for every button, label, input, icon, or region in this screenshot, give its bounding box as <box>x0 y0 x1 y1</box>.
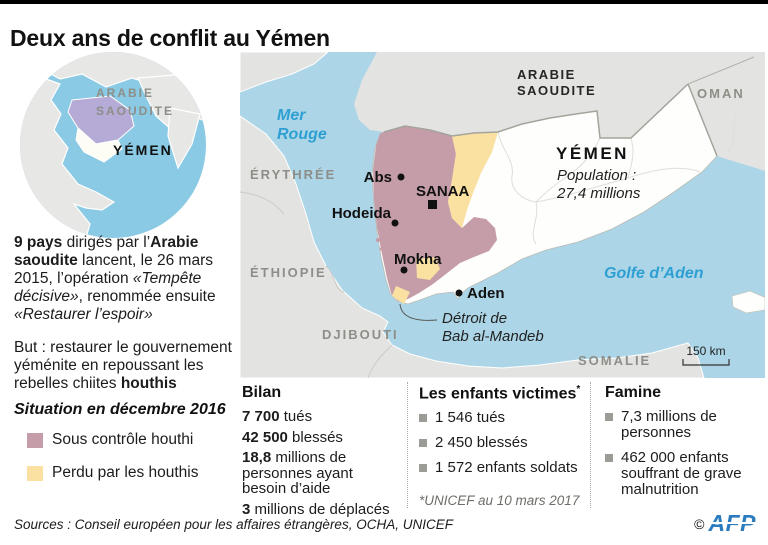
map-border-saudi-oman <box>687 56 755 85</box>
top-black-bar <box>0 0 768 4</box>
legend-swatch-yellow <box>27 465 43 481</box>
sanaa-capital-marker <box>428 200 437 209</box>
map-eritrea-label: ÉRYTHRÉE <box>250 167 336 182</box>
hodeida-city-label: Hodeida <box>332 205 392 222</box>
map-border-saudi-yemen <box>383 83 689 139</box>
sanaa-city-label: SANAA <box>416 183 470 200</box>
inset-saudi-label-line1: ARABIE <box>96 86 154 100</box>
legend-item-lost-by-houthis: Perdu par les houthis <box>27 464 234 482</box>
map-africa-land <box>240 115 705 378</box>
legend: Situation en décembre 2016 Sous contrôle… <box>14 401 234 497</box>
map-red-sea-label-line1: Mer <box>277 107 306 124</box>
map-saudi-label-line2: SAOUDITE <box>517 83 596 98</box>
legend-title: Situation en décembre 2016 <box>14 401 226 418</box>
map-djibouti-label: DJIBOUTI <box>322 327 399 342</box>
intro-paragraph-2: But : restaurer le gouvernement yéménite… <box>14 339 232 392</box>
map-saudi-label-line1: ARABIE <box>517 67 576 82</box>
map-houthi-region <box>373 126 497 301</box>
abs-city-marker <box>397 173 405 181</box>
map-socotra-island <box>731 290 765 314</box>
inset-yemen-region <box>75 127 123 163</box>
bilan-column: Bilan 7 700 tués 42 500 blessés 18,8 mil… <box>240 382 407 517</box>
map-population-line2: 27,4 millions <box>556 185 641 202</box>
statistics-row: Bilan 7 700 tués 42 500 blessés 18,8 mil… <box>240 382 768 517</box>
map-lost-region-band <box>448 132 498 228</box>
map-yemen-label: YÉMEN <box>556 144 629 163</box>
map-saudi-oman-land <box>354 52 765 171</box>
legend-item-houthi-control: Sous contrôle houthi <box>27 431 234 449</box>
aden-city-marker <box>455 289 463 297</box>
map-lost-region-mokha <box>416 257 440 280</box>
inset-saudi-label-line2: SAOUDITE <box>96 104 174 118</box>
bilan-item-blesses: 42 500 blessés <box>242 428 343 446</box>
strait-label-line2: Bab al-Mandeb <box>442 328 544 345</box>
inset-locator-map: ARABIE SAOUDITE YÉMEN <box>20 52 206 238</box>
map-border-oman-yemen <box>687 83 718 157</box>
famine-item-malnutrition: 462 000 enfants souffrant de grave malnu… <box>605 450 768 498</box>
afp-wordmark: AFP <box>708 510 756 536</box>
map-border-ethiopia-djibouti <box>325 265 345 293</box>
map-ethiopia-label: ÉTHIOPIE <box>250 265 327 280</box>
mokha-city-marker <box>400 266 408 274</box>
children-item-blesses: 2 450 blessés <box>419 435 586 451</box>
legend-label: Perdu par les houthis <box>52 464 199 481</box>
hodeida-city-marker <box>391 219 399 227</box>
aden-city-label: Aden <box>467 285 505 302</box>
famine-column: Famine 7,3 millions de personnes 462 000… <box>590 382 768 508</box>
bilan-title: Bilan <box>242 384 282 401</box>
bilan-item-tues: 7 700 tués <box>242 408 313 425</box>
children-item-soldats: 1 572 enfants soldats <box>419 460 586 476</box>
afp-logo: © AFP <box>694 512 756 535</box>
children-victims-column: Les enfants victimes* 1 546 tués 2 450 b… <box>407 382 590 508</box>
map-scale-label: 150 km <box>686 344 725 358</box>
map-scale-bar <box>682 359 730 366</box>
page-title: Deux ans de conflit au Yémen <box>10 25 330 52</box>
famine-title: Famine <box>605 384 662 401</box>
legend-label: Sous contrôle houthi <box>52 431 194 448</box>
map-oman-internal-border <box>727 109 739 153</box>
map-border-eritrea-ethiopia <box>240 191 285 215</box>
bilan-item-deplaces: 3 millions de déplacés <box>242 500 390 518</box>
strait-callout-line <box>399 303 438 321</box>
sources-line: Sources : Conseil européen pour les affa… <box>14 517 453 532</box>
copyright-symbol: © <box>694 515 705 532</box>
map-gulf-of-aden-label: Golfe d’Aden <box>604 265 704 282</box>
inset-yemen-label: YÉMEN <box>113 142 173 158</box>
map-yemen-internal-borders <box>497 131 701 245</box>
map-red-sea-islands <box>376 153 385 251</box>
famine-item-personnes: 7,3 millions de personnes <box>605 409 768 441</box>
bilan-item-besoin-aide: 18,8 millions de personnes ayant besoin … <box>242 449 353 497</box>
map-red-sea-label-line2: Rouge <box>277 126 327 143</box>
strait-label-line1: Détroit de <box>442 310 507 327</box>
map-somalia-label: SOMALIE <box>578 353 651 368</box>
map-oman-label: OMAN <box>697 86 745 101</box>
inset-india-land <box>167 107 201 170</box>
map-population-line1: Population : <box>557 167 636 184</box>
children-item-tues: 1 546 tués <box>419 410 586 426</box>
asterisk-marker: * <box>576 384 581 395</box>
mokha-city-label: Mokha <box>394 251 442 268</box>
legend-swatch-pink <box>27 432 43 448</box>
yemen-main-map: ARABIE SAOUDITE OMAN YÉMEN Population : … <box>240 52 765 378</box>
map-lost-region-cape <box>392 286 410 304</box>
map-border-ethiopia-somalia <box>367 344 393 378</box>
unicef-footnote: *UNICEF au 10 mars 2017 <box>419 493 580 509</box>
children-victims-title: Les enfants victimes* <box>419 384 581 403</box>
map-africa-north-fragment <box>240 52 329 93</box>
abs-city-label: Abs <box>364 169 392 186</box>
intro-paragraph-1: 9 pays dirigés par l’Arabie saoudite lan… <box>14 234 216 323</box>
